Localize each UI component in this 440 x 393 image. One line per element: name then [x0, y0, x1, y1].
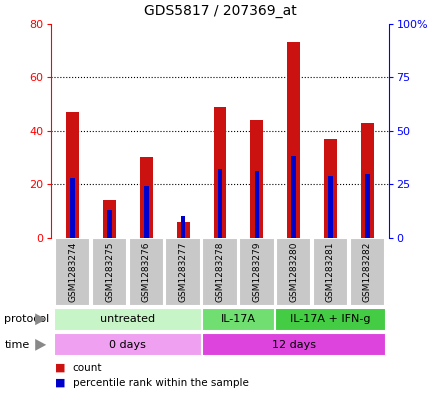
Text: percentile rank within the sample: percentile rank within the sample	[73, 378, 249, 387]
Bar	[202, 239, 238, 306]
Bar	[140, 158, 153, 238]
Bar	[177, 222, 190, 238]
Bar	[54, 333, 202, 356]
Text: GSM1283274: GSM1283274	[68, 242, 77, 302]
Bar	[144, 186, 149, 238]
Text: GSM1283277: GSM1283277	[179, 242, 188, 302]
Text: GSM1283278: GSM1283278	[216, 242, 224, 302]
Text: untreated: untreated	[100, 314, 155, 324]
Bar	[328, 176, 333, 238]
Bar	[255, 171, 259, 238]
Bar	[361, 123, 374, 238]
Text: 0 days: 0 days	[110, 340, 147, 350]
Text: ■: ■	[55, 363, 66, 373]
Text: GSM1283275: GSM1283275	[105, 242, 114, 302]
Bar	[291, 156, 296, 238]
Text: GSM1283279: GSM1283279	[252, 242, 261, 302]
Text: count: count	[73, 363, 102, 373]
Bar	[202, 333, 386, 356]
Bar	[128, 239, 164, 306]
Bar	[218, 169, 222, 238]
Text: time: time	[4, 340, 29, 350]
Text: GSM1283281: GSM1283281	[326, 242, 335, 302]
Bar	[181, 216, 185, 238]
Text: GSM1283282: GSM1283282	[363, 242, 372, 302]
Bar	[313, 239, 348, 306]
Text: GDS5817 / 207369_at: GDS5817 / 207369_at	[143, 4, 297, 18]
Bar	[213, 107, 227, 238]
Text: GSM1283280: GSM1283280	[289, 242, 298, 302]
Bar	[92, 239, 127, 306]
Bar	[202, 308, 275, 331]
Bar	[103, 200, 116, 238]
Text: protocol: protocol	[4, 314, 50, 324]
Bar	[365, 173, 370, 238]
Bar	[107, 210, 112, 238]
Bar	[324, 139, 337, 238]
Text: GSM1283276: GSM1283276	[142, 242, 151, 302]
Text: IL-17A + IFN-g: IL-17A + IFN-g	[290, 314, 371, 324]
Bar	[350, 239, 385, 306]
Bar	[54, 308, 202, 331]
Text: 12 days: 12 days	[271, 340, 315, 350]
Bar	[287, 42, 300, 238]
Bar	[66, 112, 79, 238]
Text: IL-17A: IL-17A	[221, 314, 256, 324]
Bar	[239, 239, 275, 306]
Bar	[70, 178, 75, 238]
Bar	[275, 308, 386, 331]
Bar	[276, 239, 312, 306]
Bar	[55, 239, 90, 306]
Text: ■: ■	[55, 378, 66, 387]
Bar	[165, 239, 201, 306]
Bar	[250, 120, 263, 238]
